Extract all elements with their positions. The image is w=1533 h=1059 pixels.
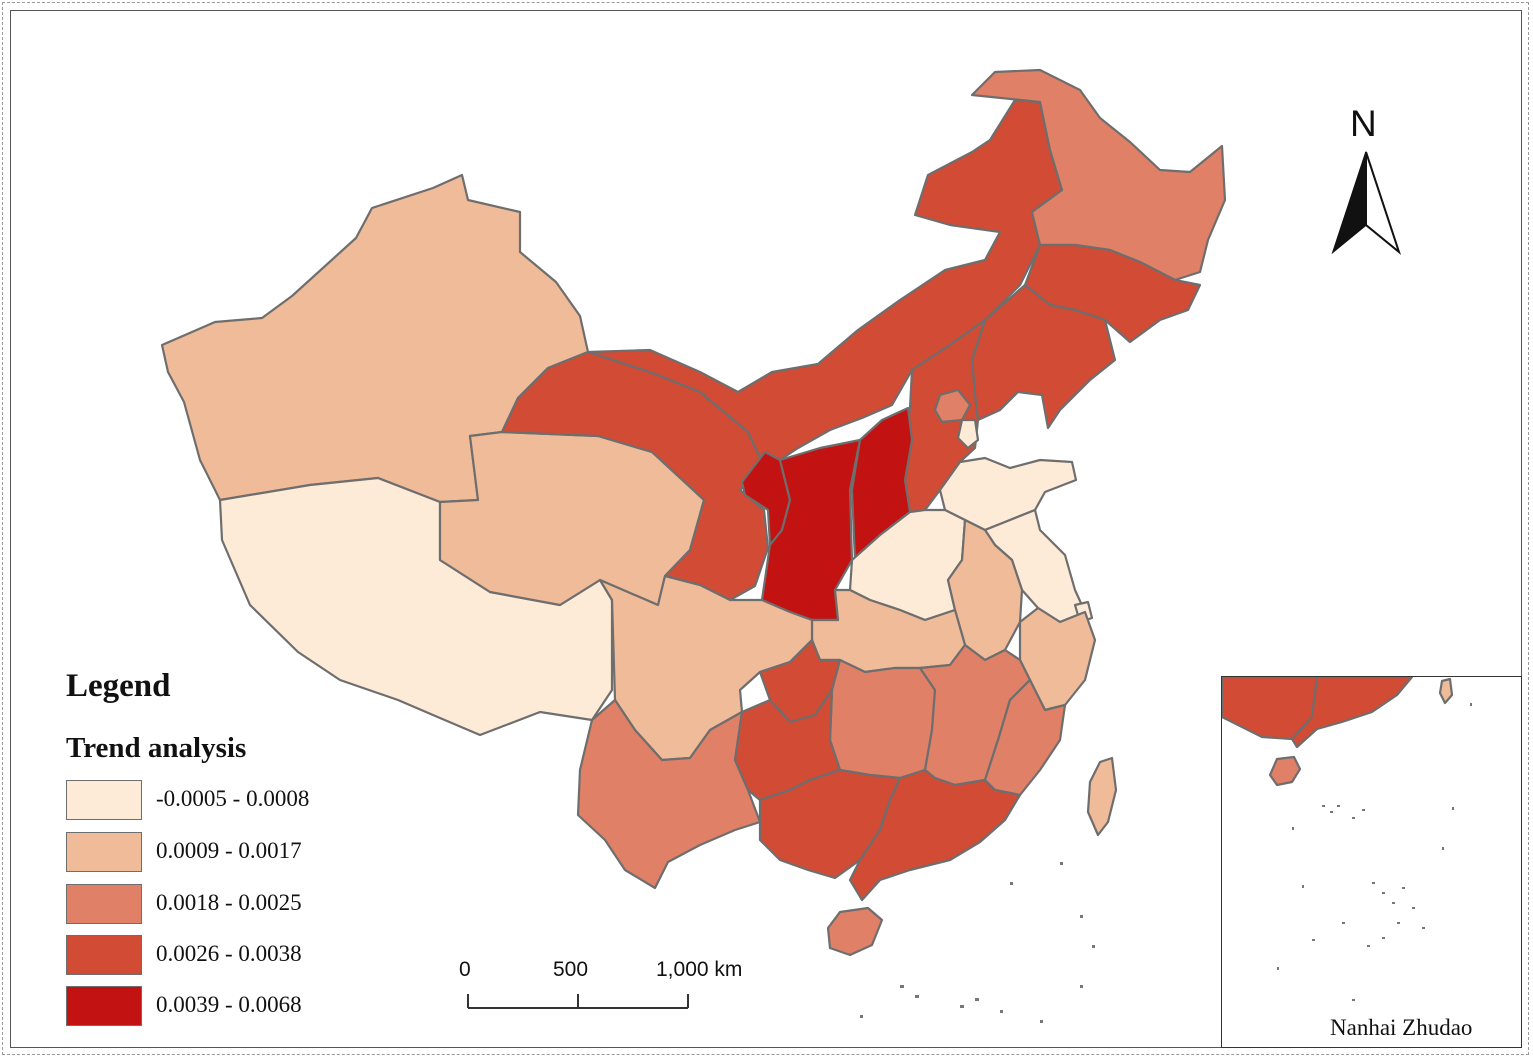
legend-item: 0.0018 - 0.0025 xyxy=(66,884,406,928)
legend-label: -0.0005 - 0.0008 xyxy=(156,786,310,811)
scale-label-0: 0 xyxy=(459,958,471,981)
legend-swatch xyxy=(66,832,142,872)
legend-swatch xyxy=(66,935,142,975)
legend-item: 0.0026 - 0.0038 xyxy=(66,935,406,979)
scale-bar xyxy=(467,994,689,1009)
inset-region-guangdong[interactable] xyxy=(1290,677,1414,749)
island-marks xyxy=(860,862,1095,1023)
legend-title: Legend xyxy=(66,668,171,704)
north-arrow xyxy=(1331,151,1402,255)
inset-island-marks xyxy=(1277,703,1472,1001)
scale-label-500: 500 xyxy=(553,958,589,981)
region-heilongjiang[interactable] xyxy=(970,68,1227,282)
region-taiwan[interactable] xyxy=(1086,756,1118,837)
region-shanxi[interactable] xyxy=(850,406,914,562)
legend-item: -0.0005 - 0.0008 xyxy=(66,780,406,824)
inset-region-taiwan[interactable] xyxy=(1438,677,1454,705)
inset-label: Nanhai Zhudao xyxy=(1330,1015,1473,1040)
legend-item: 0.0009 - 0.0017 xyxy=(66,832,406,876)
legend-label: 0.0039 - 0.0068 xyxy=(156,992,302,1017)
legend-swatch xyxy=(66,884,142,924)
region-tianjin[interactable] xyxy=(956,418,980,450)
legend-swatch xyxy=(66,986,142,1026)
legend-item: 0.0039 - 0.0068 xyxy=(66,986,406,1030)
south-china-sea-inset xyxy=(1221,676,1522,1048)
legend-subtitle: Trend analysis xyxy=(66,732,247,764)
legend-label: 0.0018 - 0.0025 xyxy=(156,890,302,915)
inset-map xyxy=(1222,677,1472,1001)
north-arrow-label: N xyxy=(1350,103,1377,144)
legend-label: 0.0026 - 0.0038 xyxy=(156,941,302,966)
map-frame xyxy=(10,10,1522,1048)
legend-swatch xyxy=(66,780,142,820)
region-hunan[interactable] xyxy=(828,658,937,780)
scale-label-1000: 1,000 km xyxy=(656,958,743,981)
region-guangdong[interactable] xyxy=(848,768,1022,902)
legend-label: 0.0009 - 0.0017 xyxy=(156,838,302,863)
inset-region-hainan[interactable] xyxy=(1268,755,1302,787)
region-hainan[interactable] xyxy=(826,906,884,957)
